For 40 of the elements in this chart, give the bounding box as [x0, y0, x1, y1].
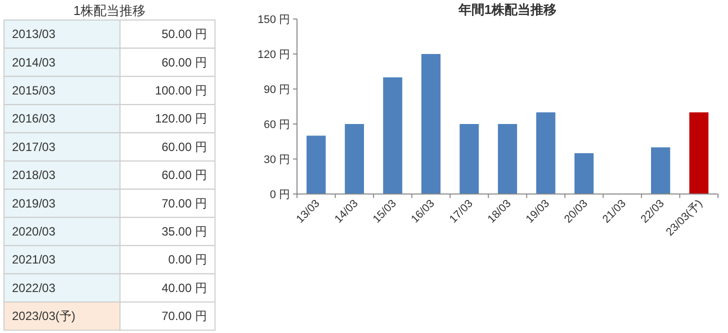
- text: 120.00 円: [154, 112, 207, 126]
- chart-title: 年間1株配当推移: [457, 2, 557, 17]
- text: 60.00 円: [162, 168, 207, 182]
- category-label: 2015/03: [12, 84, 56, 98]
- category-label: 2014/03: [12, 55, 56, 70]
- category-label: 2021/03: [12, 252, 56, 267]
- category-label: 2019/03: [12, 196, 56, 210]
- category-label: 2023/03(予): [12, 309, 76, 324]
- bar: [383, 77, 402, 194]
- text: 60.00 円: [162, 140, 207, 154]
- category-label: 2020/03: [12, 224, 56, 238]
- y-tick-label: 120 円: [258, 49, 290, 61]
- y-tick-label: 30 円: [264, 154, 290, 166]
- text: 70.00 円: [162, 196, 207, 210]
- bar: [689, 112, 708, 194]
- text: 50.00 円: [162, 27, 207, 42]
- bar: [460, 124, 479, 194]
- bar: [421, 54, 441, 194]
- text: 35.00 円: [162, 224, 207, 238]
- bar: [536, 112, 556, 194]
- category-label: 2018/03: [12, 168, 56, 182]
- y-tick-label: 60 円: [264, 119, 290, 131]
- text: 70.00 円: [162, 309, 207, 324]
- bar: [344, 124, 364, 194]
- text: 0.00 円: [168, 252, 207, 267]
- text: 100.00 円: [154, 84, 207, 98]
- category-label: 2013/03: [12, 27, 56, 42]
- bar: [498, 124, 518, 194]
- bar: [306, 136, 326, 194]
- y-tick-label: 90 円: [264, 84, 290, 96]
- category-label: 2022/03: [12, 280, 56, 295]
- category-label: 2017/03: [12, 140, 56, 154]
- text: 1株配当推移: [73, 3, 146, 18]
- category-label: 2016/03: [12, 112, 56, 126]
- y-tick-label: 150 円: [258, 14, 290, 26]
- bar: [574, 153, 594, 194]
- y-tick-label: 0 円: [270, 189, 290, 201]
- bar: [651, 147, 670, 194]
- text: 40.00 円: [162, 280, 207, 295]
- text: 60.00 円: [162, 55, 207, 70]
